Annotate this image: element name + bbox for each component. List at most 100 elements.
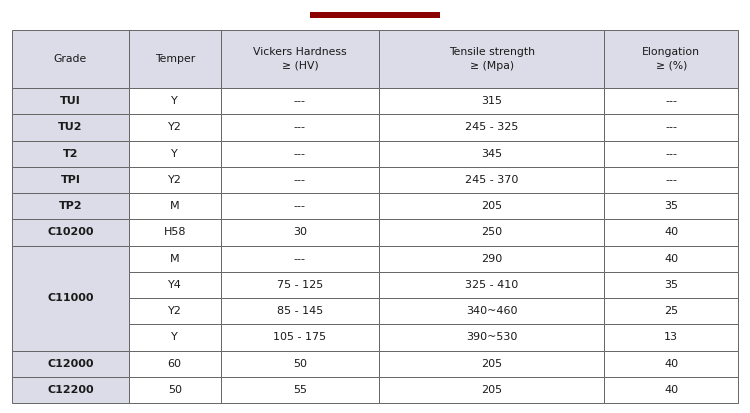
Bar: [604, 377, 738, 403]
Bar: [604, 351, 738, 377]
Text: 290: 290: [482, 254, 502, 263]
Text: Y: Y: [171, 149, 178, 159]
Bar: [129, 114, 220, 140]
Text: Grade: Grade: [54, 54, 87, 64]
Bar: [129, 88, 220, 114]
Text: ---: ---: [294, 201, 306, 211]
Bar: [380, 193, 604, 219]
Bar: [129, 351, 220, 377]
Bar: [604, 298, 738, 324]
Text: 315: 315: [482, 96, 502, 106]
Text: Vickers Hardness
≥ (HV): Vickers Hardness ≥ (HV): [253, 47, 346, 71]
Bar: [220, 140, 380, 167]
Bar: [129, 324, 220, 351]
Text: 85 - 145: 85 - 145: [277, 306, 323, 316]
Text: 35: 35: [664, 280, 678, 290]
Bar: [12, 30, 129, 88]
Text: ---: ---: [294, 122, 306, 133]
Text: 325 - 410: 325 - 410: [465, 280, 518, 290]
Bar: [220, 219, 380, 245]
Bar: [12, 351, 129, 377]
Bar: [604, 140, 738, 167]
Text: ---: ---: [294, 96, 306, 106]
Text: 55: 55: [293, 385, 307, 395]
Bar: [220, 88, 380, 114]
Bar: [604, 114, 738, 140]
Text: TU2: TU2: [58, 122, 82, 133]
Text: C12200: C12200: [47, 385, 94, 395]
Text: Elongation
≥ (%): Elongation ≥ (%): [642, 47, 700, 71]
Bar: [12, 167, 129, 193]
Text: Y: Y: [171, 96, 178, 106]
Bar: [380, 272, 604, 298]
Bar: [220, 377, 380, 403]
Bar: [129, 140, 220, 167]
Text: Tensile strength
≥ (Mpa): Tensile strength ≥ (Mpa): [448, 47, 535, 71]
Bar: [310, 12, 440, 18]
Text: 30: 30: [293, 228, 307, 237]
Text: TP2: TP2: [58, 201, 82, 211]
Bar: [604, 219, 738, 245]
Text: Temper: Temper: [154, 54, 195, 64]
Text: 105 - 175: 105 - 175: [273, 332, 326, 342]
Bar: [129, 245, 220, 272]
Text: 245 - 370: 245 - 370: [465, 175, 518, 185]
Bar: [604, 245, 738, 272]
Bar: [604, 30, 738, 88]
Text: Y2: Y2: [168, 306, 182, 316]
Text: 390~530: 390~530: [466, 332, 518, 342]
Bar: [380, 377, 604, 403]
Text: 50: 50: [168, 385, 182, 395]
Text: M: M: [170, 201, 179, 211]
Text: 13: 13: [664, 332, 678, 342]
Text: 40: 40: [664, 385, 678, 395]
Text: TUI: TUI: [60, 96, 81, 106]
Text: 60: 60: [168, 358, 182, 369]
Bar: [604, 324, 738, 351]
Text: H58: H58: [164, 228, 186, 237]
Text: T2: T2: [63, 149, 78, 159]
Bar: [129, 30, 220, 88]
Text: ---: ---: [665, 122, 677, 133]
Bar: [12, 219, 129, 245]
Bar: [604, 167, 738, 193]
Bar: [380, 245, 604, 272]
Text: 205: 205: [482, 358, 502, 369]
Bar: [129, 219, 220, 245]
Bar: [12, 140, 129, 167]
Text: M: M: [170, 254, 179, 263]
Bar: [220, 193, 380, 219]
Text: Y4: Y4: [168, 280, 182, 290]
Text: ---: ---: [665, 175, 677, 185]
Bar: [604, 193, 738, 219]
Text: 75 - 125: 75 - 125: [277, 280, 323, 290]
Bar: [220, 167, 380, 193]
Bar: [12, 114, 129, 140]
Text: C12000: C12000: [47, 358, 94, 369]
Text: 35: 35: [664, 201, 678, 211]
Bar: [220, 114, 380, 140]
Text: 25: 25: [664, 306, 678, 316]
Bar: [220, 30, 380, 88]
Text: 205: 205: [482, 385, 502, 395]
Bar: [380, 167, 604, 193]
Bar: [604, 88, 738, 114]
Text: 340~460: 340~460: [466, 306, 518, 316]
Bar: [129, 272, 220, 298]
Bar: [604, 272, 738, 298]
Text: 245 - 325: 245 - 325: [465, 122, 518, 133]
Bar: [220, 351, 380, 377]
Text: ---: ---: [294, 175, 306, 185]
Bar: [12, 245, 129, 351]
Bar: [129, 377, 220, 403]
Text: TPI: TPI: [61, 175, 80, 185]
Bar: [12, 377, 129, 403]
Text: ---: ---: [665, 96, 677, 106]
Text: ---: ---: [294, 149, 306, 159]
Text: Y: Y: [171, 332, 178, 342]
Bar: [380, 298, 604, 324]
Bar: [380, 30, 604, 88]
Bar: [380, 114, 604, 140]
Bar: [129, 167, 220, 193]
Text: C11000: C11000: [47, 293, 94, 303]
